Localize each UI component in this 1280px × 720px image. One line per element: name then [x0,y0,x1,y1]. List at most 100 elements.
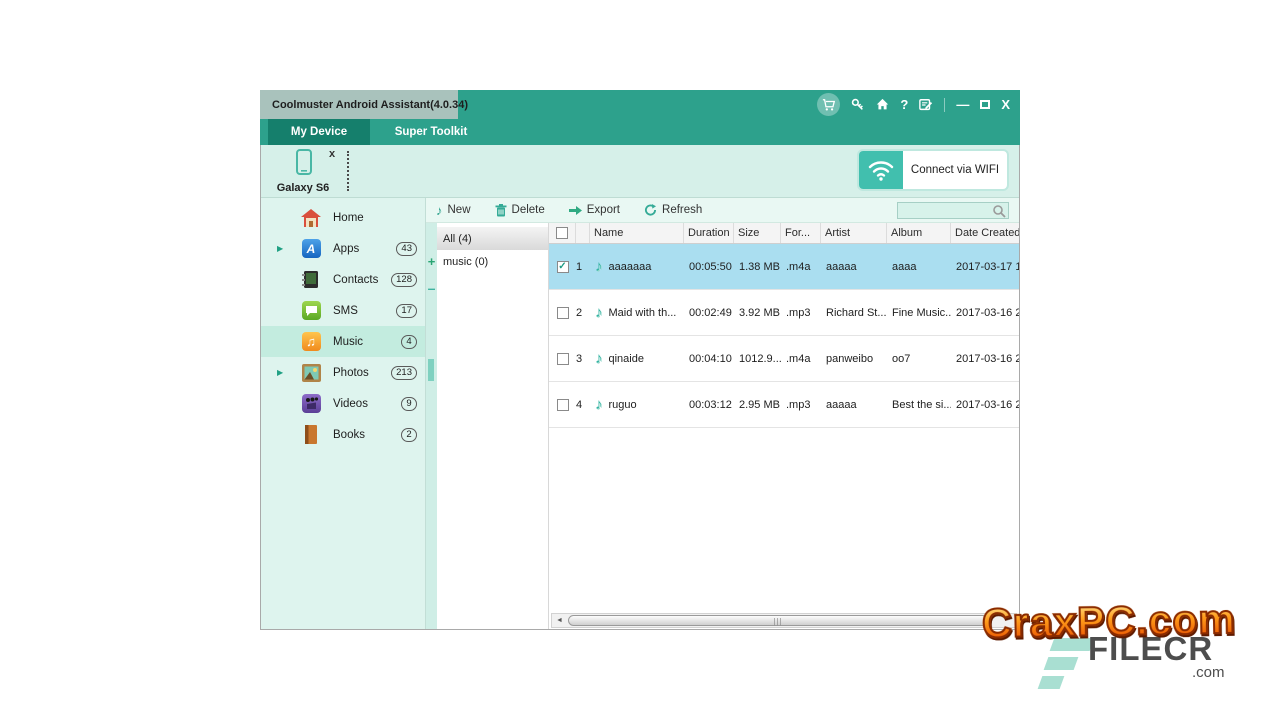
music-note-icon: ♪ [595,258,603,275]
search-icon [993,204,1006,218]
sidebar-label: Books [333,428,365,441]
trash-icon [495,203,507,216]
row-index: 3 [576,352,583,365]
song-duration: 00:04:10 [689,352,732,365]
connect-wifi-button[interactable]: Connect via WIFI [857,149,1009,191]
register-key-icon[interactable] [851,98,865,112]
delete-button[interactable]: Delete [495,203,545,217]
header-date-created[interactable]: Date Created [955,227,1019,239]
phone-icon [294,149,314,180]
row-index: 4 [576,398,583,411]
header-format[interactable]: For... [781,223,821,243]
sidebar-item-contacts[interactable]: Contacts 128 [261,264,425,295]
row-checkbox[interactable] [556,398,569,411]
header-size[interactable]: Size [734,223,781,243]
horizontal-scrollbar[interactable]: ◄ ||| [551,613,1017,628]
store-cart-icon[interactable] [817,93,841,116]
row-checkbox[interactable] [556,352,569,365]
videos-category-icon [301,394,321,414]
row-index: 2 [576,306,583,319]
maximize-button[interactable] [980,100,991,109]
connect-wifi-label: Connect via WIFI [910,164,1000,176]
playlist-scroll-indicator [428,359,434,381]
song-duration: 00:03:12 [689,398,732,411]
song-name: ruguo [608,398,637,411]
wifi-icon [859,151,903,189]
playlist-item-music[interactable]: music (0) [443,255,489,268]
sms-category-icon [301,301,321,321]
sidebar-item-sms[interactable]: SMS 17 [261,295,425,326]
header-duration[interactable]: Duration [684,223,734,243]
home-category-icon [301,208,321,228]
table-row[interactable]: 4 ♪ ruguo 00:03:12 2.95 MB .mp3 aaaaa Bes… [549,382,1019,428]
row-checkbox[interactable] [556,306,569,319]
header-index[interactable] [576,223,590,243]
window-title: Coolmuster Android Assistant(4.0.34) [272,98,468,111]
select-all-checkbox[interactable] [549,223,576,243]
table-row[interactable]: 2 ♪ Maid with th... 00:02:49 3.92 MB .mp3… [549,290,1019,336]
new-label: New [447,204,471,216]
close-button[interactable]: X [1001,97,1010,112]
title-chip: Coolmuster Android Assistant(4.0.34) [260,90,468,119]
filecr-watermark: FILECR [1088,630,1214,667]
sidebar-item-books[interactable]: Books 2 [261,419,425,450]
header-name[interactable]: Name [590,223,684,243]
song-size: 1012.9... [739,352,781,365]
sidebar-item-home[interactable]: Home [261,202,425,233]
playlist-item-all[interactable]: All (4) [437,227,548,250]
add-playlist-button[interactable]: + [427,254,436,269]
device-tab[interactable]: x Galaxy S6 [261,145,345,197]
sidebar-label: SMS [333,304,358,317]
song-date: 2017-03-16 2 [956,352,1019,365]
sidebar: Home ▶ A Apps 43 Contacts 128 [261,198,426,629]
main-area: Home ▶ A Apps 43 Contacts 128 [261,198,1019,629]
titlebar-separator [944,97,946,112]
header-album[interactable]: Album [887,223,951,243]
count-badge: 2 [401,427,417,442]
count-badge: 17 [396,303,417,318]
table-row[interactable]: ✓ 1 ♪ aaaaaaa 00:05:50 1.38 MB .m4a aaaaa… [549,244,1019,290]
song-album: Fine Music... [892,306,951,319]
new-button[interactable]: ♪ New [436,203,471,218]
count-badge: 213 [391,365,417,380]
expand-arrow-icon[interactable]: ▶ [277,244,284,253]
tab-super-toolkit[interactable]: Super Toolkit [394,126,468,138]
device-disconnect-icon[interactable]: x [329,148,336,160]
music-note-icon: ♪ [595,350,603,367]
sidebar-label: Videos [333,397,368,410]
header-artist[interactable]: Artist [821,223,887,243]
feedback-icon[interactable] [919,98,933,112]
delete-label: Delete [511,204,545,216]
expand-arrow-icon[interactable]: ▶ [277,368,284,377]
help-icon[interactable]: ? [900,97,909,112]
sidebar-item-photos[interactable]: ▶ Photos 213 [261,357,425,388]
home-icon[interactable] [876,98,889,111]
sidebar-item-apps[interactable]: ▶ A Apps 43 [261,233,425,264]
remove-playlist-button[interactable]: – [427,280,436,296]
scrollbar-grip: ||| [773,617,783,626]
sidebar-label: Contacts [333,273,379,286]
tab-my-device[interactable]: My Device [268,119,370,145]
scroll-left-arrow[interactable]: ◄ [552,614,567,627]
refresh-button[interactable]: Refresh [644,204,702,216]
refresh-label: Refresh [662,204,703,216]
export-button[interactable]: Export [568,204,620,216]
sidebar-item-music[interactable]: ♫ Music 4 [261,326,425,357]
song-duration: 00:02:49 [689,306,732,319]
filecr-logo-bar [1037,676,1065,689]
table-row[interactable]: 3 ♪ qinaide 00:04:10 1012.9... .m4a panwe… [549,336,1019,382]
row-checkbox-checked[interactable]: ✓ [556,260,569,273]
song-name: aaaaaaa [608,260,652,273]
toolbar: ♪ New Delete Export Refresh [426,198,1019,223]
song-format: .mp3 [786,306,811,319]
minimize-button[interactable]: — [956,97,970,112]
count-badge: 4 [401,334,417,349]
song-album: aaaa [892,260,917,273]
sidebar-item-videos[interactable]: Videos 9 [261,388,425,419]
song-size: 2.95 MB [739,398,780,411]
search-input[interactable] [897,201,1009,219]
scrollbar-thumb[interactable]: ||| [568,615,988,626]
song-name: Maid with th... [608,306,677,319]
device-separator [347,151,349,191]
song-name: qinaide [608,352,644,365]
